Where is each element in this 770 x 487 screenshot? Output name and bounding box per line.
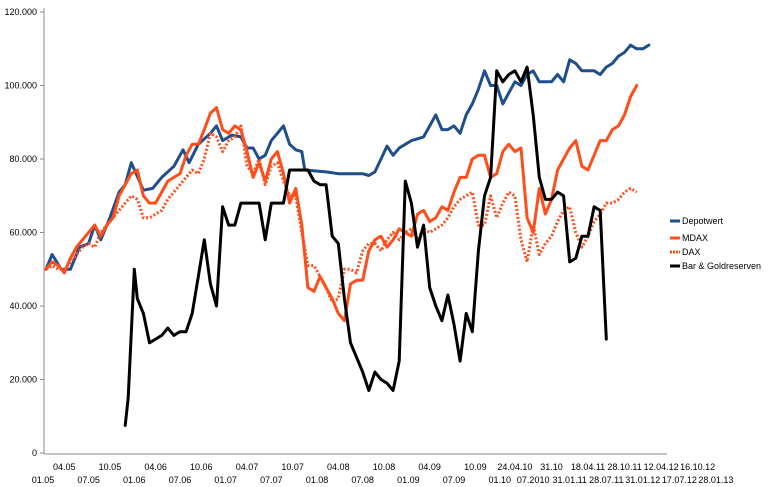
x-tick-label: 04.06 [144, 462, 167, 472]
y-tick-labels: 0 20.000 40.000 60.000 80.000 100.000 120.000 [4, 7, 44, 458]
x-tick-label: 07.06 [169, 475, 192, 485]
y-tick-label: 40.000 [9, 301, 37, 311]
x-tick-label: 01.08 [306, 475, 329, 485]
x-tick-label: 07.09 [443, 475, 466, 485]
x-tick-label: 04.08 [327, 462, 350, 472]
legend-label: Bar & Goldreserven [682, 261, 761, 271]
x-tick-label: 07.05 [77, 475, 100, 485]
x-tick-label: 04.09 [418, 462, 441, 472]
x-tick-label: 18.04.11 [571, 462, 605, 472]
legend-label: Depotwert [682, 216, 724, 226]
x-tick-labels: 04.05 10.05 04.06 10.06 04.07 10.07 04.08 10.08… [32, 462, 734, 485]
x-tick-label: 01.07 [214, 475, 237, 485]
x-tick-label: 31.01.12 [625, 475, 660, 485]
x-tick-label: 01.06 [123, 475, 146, 485]
y-tick-label: 20.000 [9, 375, 37, 385]
y-tick-label: 100.000 [4, 81, 37, 91]
x-tick-label: 04.07 [236, 462, 259, 472]
x-tick-label: 28.10.11 [607, 462, 641, 472]
series-line-mdax [44, 84, 639, 323]
legend-label: DAX [682, 247, 701, 257]
y-tick-label: 80.000 [9, 154, 37, 164]
series-lines [44, 43, 651, 427]
x-tick-label: 01.05 [32, 475, 55, 485]
y-tick-label: 0 [32, 448, 37, 458]
legend-label: MDAX [682, 233, 708, 243]
x-tick-label: 04.05 [53, 462, 76, 472]
series-line-depotwert [44, 43, 651, 271]
x-tick-label: 16.10.12 [680, 462, 715, 472]
x-tick-label: 10.07 [281, 462, 304, 472]
x-tick-label: 17.07.12 [662, 475, 697, 485]
x-tick-label: 07.2010 [517, 475, 550, 485]
x-tick-label: 31.10 [540, 462, 563, 472]
y-tick-label: 120.000 [4, 7, 37, 17]
x-tick-label: 10.09 [464, 462, 487, 472]
x-tick-label: 07.07 [260, 475, 283, 485]
x-tick-label: 24.04.10 [497, 462, 532, 472]
x-tick-label: 31.01.11 [553, 475, 587, 485]
x-tick-label: 10.05 [99, 462, 122, 472]
legend: Depotwert MDAX DAX Bar & Goldreserven [670, 216, 761, 271]
y-tick-label: 60.000 [9, 228, 37, 238]
x-tick-label: 07.08 [351, 475, 374, 485]
x-tick-label: 10.08 [373, 462, 396, 472]
x-tick-label: 10.06 [190, 462, 213, 472]
chart-axes [43, 8, 667, 455]
x-tick-label: 28.07.11 [589, 475, 623, 485]
x-tick-label: 01.09 [397, 475, 420, 485]
x-tick-label: 12.04.12 [644, 462, 679, 472]
x-tick-label: 28.01.13 [698, 475, 733, 485]
x-tick-label: 01.10 [488, 475, 511, 485]
series-line-bar-goldreserven [123, 65, 608, 427]
